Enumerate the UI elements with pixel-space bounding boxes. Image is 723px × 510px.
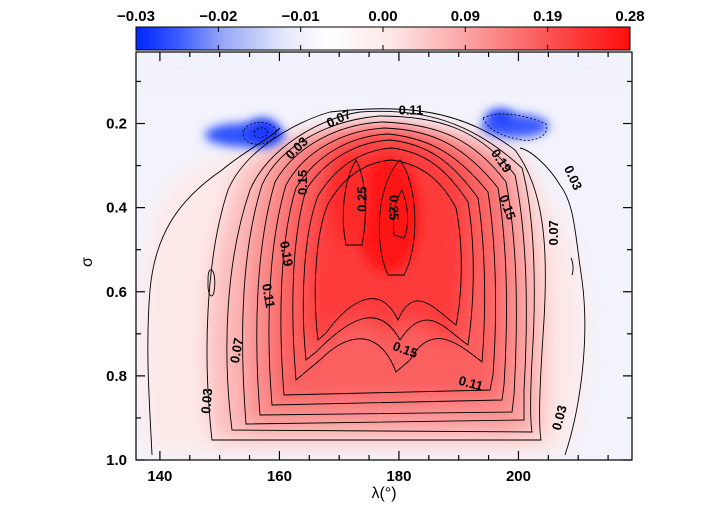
contour-lines xyxy=(147,108,586,456)
contour-025a xyxy=(342,159,366,246)
contour-label: 0.03 xyxy=(549,403,570,431)
plot-frame xyxy=(135,51,633,461)
negative-contours xyxy=(242,113,548,145)
contour-007 xyxy=(206,108,546,441)
x-axis-label: λ(°) xyxy=(371,485,396,502)
contour-label: 0.25 xyxy=(355,187,370,212)
x-tick-label: 140 xyxy=(147,468,172,485)
contour-label: 0.15 xyxy=(295,170,310,195)
plot-field xyxy=(136,52,632,460)
x-tick-label: 160 xyxy=(267,468,292,485)
colorbar-ticks: −0.03 −0.02 −0.01 0.00 0.09 0.19 0.28 xyxy=(117,8,645,50)
contour-small-1 xyxy=(207,269,216,297)
colorbar-tick-label: −0.01 xyxy=(282,8,320,25)
contour-label: 0.07 xyxy=(546,220,561,245)
contour-label: 0.11 xyxy=(259,282,278,309)
contour-023 xyxy=(314,159,462,341)
contour-003-right xyxy=(519,147,586,456)
colorbar-tick-label: 0.00 xyxy=(368,8,397,25)
x-tick-label: 180 xyxy=(386,468,411,485)
contour-label: 0.07 xyxy=(227,337,246,365)
y-tick-label: 0.8 xyxy=(106,368,127,385)
contour-label: 0.19 xyxy=(277,240,296,268)
axis-ticks xyxy=(136,52,632,461)
colorbar-tick-label: −0.03 xyxy=(117,8,155,25)
y-axis-label: σ xyxy=(79,257,96,267)
y-tick-label: 0.6 xyxy=(106,284,127,301)
contour-label: 0.11 xyxy=(457,373,485,394)
colorbar-tick-label: −0.02 xyxy=(199,8,237,25)
y-tick-label: 1.0 xyxy=(106,452,127,469)
contour-label: 0.25 xyxy=(387,195,402,220)
contour-015 xyxy=(268,127,507,406)
contour-017 xyxy=(280,133,496,396)
x-tick-label: 200 xyxy=(506,468,531,485)
contour-009 xyxy=(226,110,535,433)
contour-021 xyxy=(302,147,474,361)
y-tick-label: 0.4 xyxy=(106,200,128,217)
colorbar-tick-label: 0.09 xyxy=(451,8,480,25)
colorbar-tick-label: 0.19 xyxy=(533,8,562,25)
contour-011 xyxy=(242,115,527,425)
contour-label: 0.03 xyxy=(198,388,215,415)
y-tick-label: 0.2 xyxy=(106,116,127,133)
contour-025b xyxy=(378,159,416,276)
contour-small-2 xyxy=(570,257,574,276)
contour-027 xyxy=(392,189,409,239)
contour-013 xyxy=(256,121,517,416)
contour-019 xyxy=(292,139,486,381)
colorbar-tick-label: 0.28 xyxy=(615,8,644,25)
contour-003 xyxy=(147,127,281,456)
contour-label: 0.11 xyxy=(399,102,424,117)
neg-contour-right xyxy=(482,113,548,141)
neg-contour-left-inner xyxy=(253,127,269,138)
axis-tick-labels: 140 160 180 200 0.2 0.4 0.6 0.8 1.0 xyxy=(106,116,531,485)
